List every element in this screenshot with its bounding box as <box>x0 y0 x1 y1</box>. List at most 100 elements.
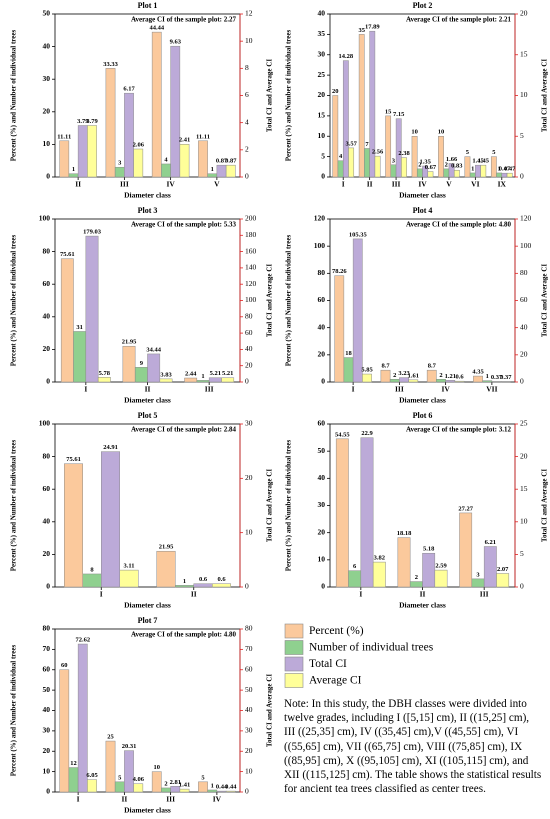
data-label: 0.37 <box>491 374 503 381</box>
data-label: 25 <box>107 734 114 741</box>
y2-tick-label: 5 <box>520 131 524 140</box>
bar <box>64 463 83 588</box>
x-tick-label: II <box>367 180 373 189</box>
y2-tick-label: 20 <box>520 350 528 359</box>
plot-frame <box>329 13 516 178</box>
legend-swatch <box>284 673 304 688</box>
bar <box>374 155 381 178</box>
bar <box>416 168 423 178</box>
y2-tick-label: 70 <box>245 644 253 653</box>
data-label: 2.38 <box>398 150 410 157</box>
y-tick-label: 100 <box>39 214 51 223</box>
bar <box>77 125 88 178</box>
y-tick-label: 20 <box>43 746 51 755</box>
y-tick-label: 10 <box>318 555 326 564</box>
bar <box>82 573 102 588</box>
data-label: 0.37 <box>500 374 512 381</box>
data-label: 2.81 <box>170 779 181 786</box>
data-label: 1.21 <box>445 373 456 380</box>
y2-tick-label: 20 <box>520 451 528 460</box>
bar <box>480 164 487 178</box>
x-tick-label: II <box>420 590 426 599</box>
data-label: 0.6 <box>455 374 464 381</box>
bar <box>179 788 190 793</box>
x-axis-label: Diameter class <box>124 191 171 200</box>
bar <box>332 95 339 178</box>
bar <box>475 164 481 178</box>
data-label: 105.35 <box>349 231 368 238</box>
data-label: 2 <box>415 574 418 581</box>
data-label: 0.44 <box>216 784 228 791</box>
data-label: 6.17 <box>123 86 135 93</box>
bar <box>124 750 134 793</box>
y2-tick-label: 140 <box>245 263 257 272</box>
data-label: 78.26 <box>332 268 347 275</box>
y2-axis-label: Total CI and Average CI <box>266 264 274 337</box>
bar <box>335 438 349 588</box>
data-label: 75.61 <box>60 251 75 258</box>
bar <box>390 164 397 178</box>
data-label: 0.87 <box>216 158 228 165</box>
bar <box>124 92 134 178</box>
bar <box>225 790 236 793</box>
data-label: 179.03 <box>83 229 102 236</box>
bar <box>372 561 386 588</box>
bar <box>334 275 345 383</box>
legend-label: Average CI <box>309 675 362 687</box>
bar <box>179 144 190 178</box>
y2-tick-label: 0 <box>520 582 524 591</box>
bar <box>369 30 376 178</box>
y2-tick-label: 60 <box>520 295 528 304</box>
data-label: 6.05 <box>86 772 98 779</box>
y2-tick-label: 10 <box>520 90 528 99</box>
bar <box>122 345 136 383</box>
data-label: 3.82 <box>374 555 385 562</box>
data-label: 8 <box>90 566 94 573</box>
note: Note: In this study, the DBH classes wer… <box>284 698 542 796</box>
y-tick-label: 40 <box>43 705 51 714</box>
x-tick-label: II <box>121 795 127 804</box>
bar <box>151 31 162 178</box>
bar <box>119 569 139 588</box>
data-label: 1.41 <box>179 782 190 789</box>
y2-tick-label: 10 <box>245 527 253 536</box>
x-tick-label: III <box>480 590 489 599</box>
y2-tick-label: 0 <box>520 377 524 386</box>
y-axis-label: Percent (%) and Number of individual tre… <box>285 235 293 367</box>
bar <box>184 377 198 383</box>
data-label: 9 <box>140 360 144 367</box>
data-label: 24.91 <box>103 444 118 451</box>
bar <box>133 148 144 178</box>
data-label: 14.28 <box>339 53 354 60</box>
data-label: 2.56 <box>372 149 384 156</box>
y-tick-label: 0 <box>46 787 50 796</box>
bar <box>73 331 87 383</box>
data-label: 22.9 <box>361 430 373 437</box>
y-axis-label: Percent (%) and Number of individual tre… <box>10 645 18 777</box>
y2-tick-label: 20 <box>520 9 528 18</box>
bar <box>422 552 436 588</box>
y2-axis-label: Total CI and Average CI <box>541 264 549 337</box>
bar <box>362 373 372 383</box>
data-label: 18.18 <box>397 530 412 537</box>
bar <box>426 369 437 383</box>
y2-tick-label: 100 <box>520 241 532 250</box>
bar <box>411 136 418 178</box>
y-tick-label: 50 <box>43 9 51 18</box>
y2-tick-label: 10 <box>245 36 253 45</box>
y-tick-label: 40 <box>43 41 51 50</box>
data-label: 15 <box>385 108 392 115</box>
data-label: 11.11 <box>196 133 210 140</box>
bar <box>134 367 148 383</box>
data-label: 5 <box>492 149 496 156</box>
annotation: Average CI of the sample plot: 4.80 <box>131 631 237 639</box>
data-label: 7.15 <box>393 111 405 118</box>
y-tick-label: 120 <box>314 214 326 223</box>
data-label: 6.21 <box>485 539 496 546</box>
data-label: 1.35 <box>419 158 431 165</box>
y-tick-label: 30 <box>318 49 326 58</box>
x-tick-label: I <box>342 180 345 189</box>
y2-tick-label: 120 <box>245 279 257 288</box>
data-label: 6 <box>353 563 357 570</box>
